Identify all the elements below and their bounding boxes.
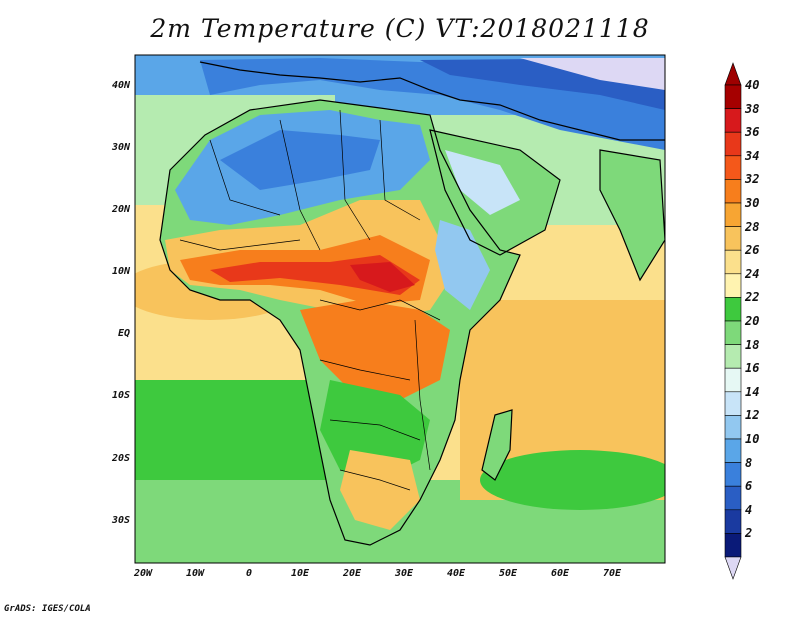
colorbar-label: 32 <box>745 172 760 187</box>
y-tick-label: 10S <box>111 390 130 401</box>
x-tick-label: 10E <box>291 568 310 579</box>
x-tick-label: 20E <box>343 568 362 579</box>
colorbar-swatch <box>724 179 742 204</box>
x-tick-label: 30E <box>395 568 414 579</box>
colorbar-swatch <box>724 344 742 369</box>
colorbar-swatch <box>724 131 742 157</box>
colorbar-swatch <box>724 226 742 251</box>
colorbar-label: 24 <box>745 266 760 281</box>
colorbar-swatch <box>724 155 742 180</box>
colorbar-swatch <box>724 438 742 463</box>
country-borders <box>179 109 441 491</box>
x-tick-label: 40E <box>447 568 466 579</box>
x-tick-label: 0 <box>246 568 253 579</box>
colorbar-label: 30 <box>745 196 760 210</box>
y-tick-label: 40N <box>111 80 130 91</box>
colorbar-label: 16 <box>745 361 760 376</box>
colorbar-label: 4 <box>745 502 753 517</box>
colorbar-swatch <box>724 462 742 487</box>
colorbar-swatch <box>724 273 742 298</box>
colorbar-swatch <box>724 202 742 227</box>
colorbar-swatch <box>724 367 742 393</box>
temperature-field <box>135 55 665 563</box>
coastlines <box>159 61 665 546</box>
x-tick-label: 70E <box>603 568 622 579</box>
colorbar-label: 20 <box>745 314 760 328</box>
y-tick-label: EQ <box>117 328 130 339</box>
y-tick-label: 30N <box>111 142 130 153</box>
x-tick-label: 20W <box>134 568 153 579</box>
credit-text: GrADS: IGES/COLA <box>4 604 91 614</box>
colorbar-label: 26 <box>745 243 760 258</box>
colorbar-label: 36 <box>745 125 760 140</box>
colorbar-top-arrow <box>724 62 742 86</box>
x-tick-label: 60E <box>551 568 570 579</box>
y-tick-label: 20N <box>111 204 130 215</box>
colorbar-label: 14 <box>745 384 760 399</box>
colorbar-label: 10 <box>745 432 760 446</box>
colorbar-swatch <box>724 485 742 511</box>
colorbar-swatch <box>724 320 742 345</box>
colorbar-label: 12 <box>745 408 760 423</box>
colorbar-swatch <box>724 108 742 133</box>
colorbar-bottom-arrow <box>724 556 742 580</box>
y-tick-label: 30S <box>111 515 130 526</box>
colorbar-label: 40 <box>745 78 760 92</box>
colorbar-label: 34 <box>745 148 760 163</box>
colorbar-swatch <box>724 297 742 322</box>
colorbar-label: 28 <box>745 219 760 234</box>
colorbar-swatch <box>724 391 742 416</box>
colorbar-label: 6 <box>745 479 753 494</box>
colorbar-swatch <box>724 415 742 440</box>
colorbar-label: 22 <box>745 290 760 305</box>
map-title: 2m Temperature (C) VT:2018021118 <box>150 14 650 43</box>
map-frame <box>134 54 666 564</box>
y-tick-label: 20S <box>111 453 130 464</box>
colorbar-label: 18 <box>745 337 760 352</box>
x-tick-label: 10W <box>186 568 205 579</box>
colorbar-label: 38 <box>745 101 760 116</box>
colorbar-label: 8 <box>745 455 753 470</box>
x-tick-label: 50E <box>499 568 518 579</box>
colorbar-label: 2 <box>745 526 753 541</box>
colorbar-swatch <box>724 509 742 534</box>
colorbar-swatch <box>724 249 742 275</box>
colorbar-swatch <box>724 533 742 558</box>
colorbar-swatch <box>724 84 742 109</box>
y-tick-label: 10N <box>111 266 130 277</box>
